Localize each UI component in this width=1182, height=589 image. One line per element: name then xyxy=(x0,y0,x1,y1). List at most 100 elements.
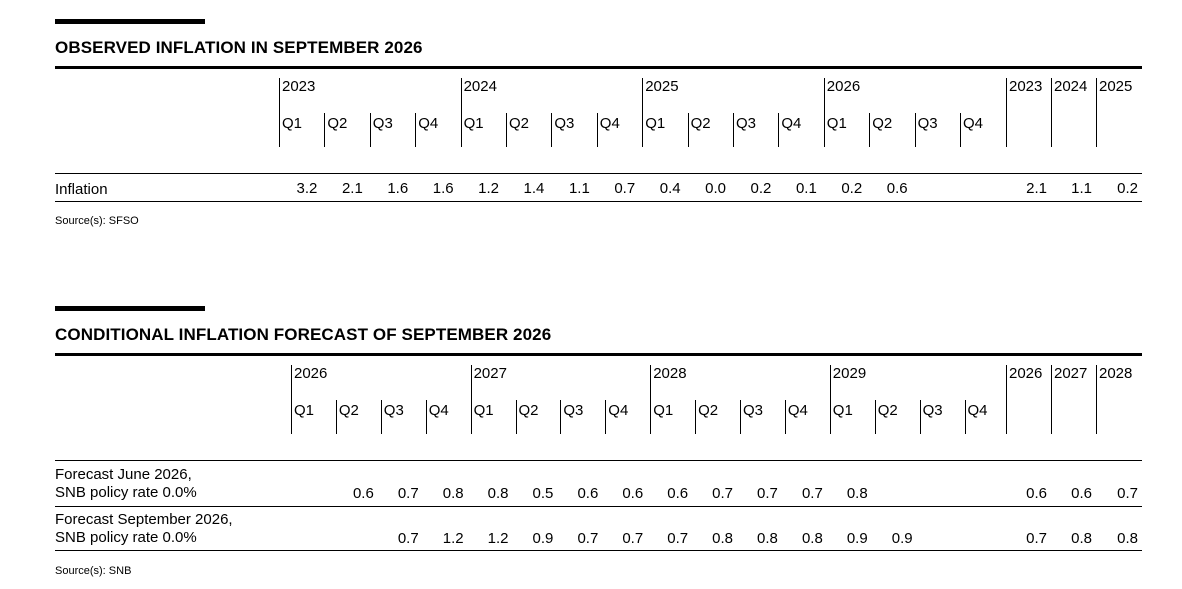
quarterly-value: 0.7 xyxy=(397,485,419,502)
quarterly-value: 0.8 xyxy=(712,530,733,547)
quarterly-value: 0.8 xyxy=(801,530,823,547)
quarter-divider xyxy=(335,400,337,434)
annual-value: 0.8 xyxy=(1071,530,1092,547)
quarter-divider xyxy=(695,400,697,434)
quarter-header: Q4 xyxy=(963,115,984,132)
quarter-header: Q3 xyxy=(383,402,404,419)
quarter-divider xyxy=(687,113,689,147)
annual-value: 0.6 xyxy=(1071,485,1092,502)
table1-title: OBSERVED INFLATION IN SEPTEMBER 2026 xyxy=(55,38,423,57)
quarter-divider xyxy=(964,400,966,434)
quarter-header: Q4 xyxy=(428,402,449,419)
year-header: 2026 xyxy=(294,365,328,382)
quarter-divider xyxy=(596,113,598,147)
quarter-divider xyxy=(778,113,780,147)
quarter-header: Q4 xyxy=(967,402,988,419)
year-divider xyxy=(460,78,462,147)
quarter-header: Q2 xyxy=(338,402,359,419)
table2-top-rule xyxy=(55,353,1142,356)
year-header: 2028 xyxy=(653,365,687,382)
quarterly-value: 0.8 xyxy=(442,485,464,502)
quarter-header: Q4 xyxy=(608,402,629,419)
table2-title: CONDITIONAL INFLATION FORECAST OF SEPTEM… xyxy=(55,325,552,344)
quarter-header: Q1 xyxy=(473,402,494,419)
quarter-divider xyxy=(560,400,562,434)
quarter-header: Q1 xyxy=(826,115,847,132)
quarter-divider xyxy=(960,113,961,147)
quarterly-value: 1.6 xyxy=(432,180,454,197)
quarterly-value: 1.4 xyxy=(523,180,545,197)
quarterly-value: 0.6 xyxy=(886,180,908,197)
quarter-header: Q2 xyxy=(509,115,530,132)
quarterly-value: 3.2 xyxy=(296,180,318,197)
quarter-header: Q4 xyxy=(418,115,439,132)
annual-value: 1.1 xyxy=(1071,180,1092,197)
quarter-divider xyxy=(506,113,507,147)
quarter-divider xyxy=(869,113,871,147)
quarter-header: Q3 xyxy=(563,402,584,419)
quarter-header: Q1 xyxy=(645,115,666,132)
quarterly-value: 1.2 xyxy=(442,530,464,547)
quarterly-value: 1.2 xyxy=(487,530,509,547)
annual-divider xyxy=(1051,365,1052,434)
quarterly-value: 0.9 xyxy=(846,530,868,547)
quarter-header: Q3 xyxy=(917,115,938,132)
quarter-divider xyxy=(515,400,517,434)
table1-bottom-rule xyxy=(55,201,1142,202)
annual-year-header: 2026 xyxy=(1009,365,1043,382)
quarterly-value: 1.2 xyxy=(478,180,499,197)
quarterly-value: 0.6 xyxy=(622,485,644,502)
quarter-header: Q1 xyxy=(463,115,484,132)
year-divider xyxy=(291,365,292,434)
quarterly-value: 0.6 xyxy=(352,485,374,502)
quarterly-value: 0.7 xyxy=(757,485,778,502)
quarter-header: Q2 xyxy=(698,402,719,419)
quarter-divider xyxy=(324,113,326,147)
quarter-divider xyxy=(874,400,876,434)
quarter-divider xyxy=(551,113,553,147)
year-header: 2023 xyxy=(282,78,316,95)
row-label: Forecast September 2026, SNB policy rate… xyxy=(55,511,233,546)
quarter-header: Q3 xyxy=(372,115,393,132)
annual-divider xyxy=(1006,78,1007,147)
year-header: 2024 xyxy=(463,78,497,95)
year-header: 2027 xyxy=(473,365,507,382)
quarterly-value: 0.6 xyxy=(667,485,689,502)
quarter-divider xyxy=(914,113,916,147)
row-label: Forecast June 2026, SNB policy rate 0.0% xyxy=(55,466,197,501)
quarterly-value: 0.9 xyxy=(532,530,554,547)
quarterly-value: 0.7 xyxy=(712,485,733,502)
year-divider xyxy=(642,78,644,147)
quarter-header: Q4 xyxy=(781,115,802,132)
table2-source: Source(s): SNB xyxy=(55,565,132,577)
quarterly-value: 0.9 xyxy=(891,530,913,547)
quarter-divider xyxy=(369,113,371,147)
table2-bottom-rule xyxy=(55,550,1142,551)
quarterly-value: 0.8 xyxy=(757,530,778,547)
quarterly-value: 0.0 xyxy=(705,180,726,197)
annual-value: 0.8 xyxy=(1117,530,1138,547)
quarter-divider xyxy=(919,400,921,434)
quarter-divider xyxy=(740,400,741,434)
quarter-header: Q2 xyxy=(518,402,539,419)
annual-year-header: 2024 xyxy=(1054,78,1088,95)
quarter-header: Q2 xyxy=(877,402,898,419)
year-divider xyxy=(829,365,831,434)
quarterly-value: 0.8 xyxy=(846,485,868,502)
annual-divider xyxy=(1051,78,1052,147)
quarter-header: Q4 xyxy=(787,402,808,419)
annual-divider xyxy=(1096,78,1097,147)
quarterly-value: 2.1 xyxy=(341,180,363,197)
annual-year-header: 2027 xyxy=(1054,365,1088,382)
annual-value: 2.1 xyxy=(1026,180,1047,197)
quarter-header: Q3 xyxy=(736,115,757,132)
year-header: 2025 xyxy=(645,78,679,95)
quarterly-value: 0.6 xyxy=(577,485,599,502)
annual-value: 0.2 xyxy=(1117,180,1138,197)
year-header: 2029 xyxy=(832,365,867,382)
quarter-header: Q4 xyxy=(599,115,620,132)
year-header: 2026 xyxy=(826,78,861,95)
year-divider xyxy=(279,78,280,147)
annual-value: 0.7 xyxy=(1026,530,1047,547)
quarter-header: Q3 xyxy=(922,402,943,419)
